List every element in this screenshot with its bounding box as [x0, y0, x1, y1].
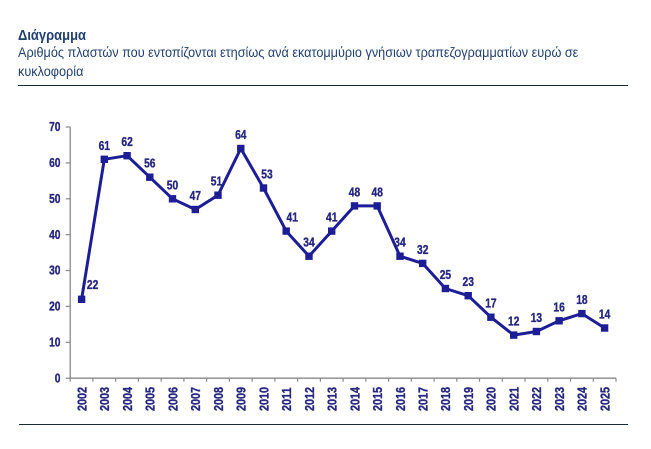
svg-text:25: 25 — [440, 269, 452, 282]
svg-text:2019: 2019 — [461, 387, 476, 411]
svg-text:40: 40 — [49, 229, 60, 242]
svg-text:50: 50 — [49, 193, 60, 206]
svg-text:34: 34 — [394, 237, 406, 250]
svg-text:61: 61 — [99, 140, 111, 153]
svg-text:41: 41 — [326, 212, 338, 225]
svg-text:2011: 2011 — [279, 387, 294, 411]
svg-text:10: 10 — [49, 337, 60, 350]
svg-text:34: 34 — [303, 237, 315, 250]
svg-text:18: 18 — [576, 294, 587, 307]
svg-text:41: 41 — [286, 212, 298, 225]
svg-text:2012: 2012 — [302, 387, 317, 411]
svg-text:2014: 2014 — [347, 387, 362, 411]
svg-text:32: 32 — [417, 244, 428, 257]
svg-text:2025: 2025 — [597, 387, 612, 411]
svg-text:64: 64 — [235, 129, 247, 142]
svg-text:60: 60 — [49, 157, 60, 170]
svg-text:51: 51 — [211, 176, 223, 189]
svg-text:2003: 2003 — [97, 387, 112, 411]
svg-text:0: 0 — [55, 373, 61, 386]
svg-text:2005: 2005 — [143, 387, 158, 411]
svg-text:2024: 2024 — [575, 387, 590, 411]
svg-text:12: 12 — [508, 316, 519, 329]
svg-text:2009: 2009 — [234, 387, 249, 411]
svg-text:17: 17 — [485, 298, 496, 311]
svg-text:2008: 2008 — [211, 387, 226, 411]
svg-text:2006: 2006 — [165, 387, 180, 411]
svg-text:62: 62 — [121, 136, 132, 149]
svg-text:56: 56 — [144, 158, 155, 171]
svg-text:13: 13 — [531, 312, 542, 325]
svg-text:2010: 2010 — [256, 387, 271, 411]
svg-text:48: 48 — [371, 187, 382, 200]
svg-text:2013: 2013 — [324, 387, 339, 411]
svg-text:2004: 2004 — [120, 387, 135, 411]
svg-text:2007: 2007 — [188, 387, 203, 411]
svg-text:48: 48 — [349, 187, 360, 200]
svg-text:50: 50 — [167, 179, 178, 192]
svg-text:30: 30 — [49, 265, 60, 278]
svg-text:20: 20 — [49, 301, 60, 314]
svg-text:2022: 2022 — [529, 387, 544, 411]
svg-text:2002: 2002 — [74, 387, 89, 411]
svg-text:22: 22 — [87, 279, 98, 292]
svg-text:2021: 2021 — [506, 387, 521, 411]
svg-text:23: 23 — [462, 276, 473, 289]
svg-text:2020: 2020 — [484, 387, 499, 411]
svg-text:2015: 2015 — [370, 387, 385, 411]
svg-text:70: 70 — [49, 121, 60, 134]
svg-text:2017: 2017 — [415, 387, 430, 411]
svg-text:2016: 2016 — [393, 387, 408, 411]
svg-text:47: 47 — [190, 190, 201, 203]
svg-text:14: 14 — [599, 309, 611, 322]
svg-text:16: 16 — [553, 301, 564, 314]
svg-text:2018: 2018 — [438, 387, 453, 411]
svg-text:2023: 2023 — [552, 387, 567, 411]
svg-text:53: 53 — [261, 169, 272, 182]
